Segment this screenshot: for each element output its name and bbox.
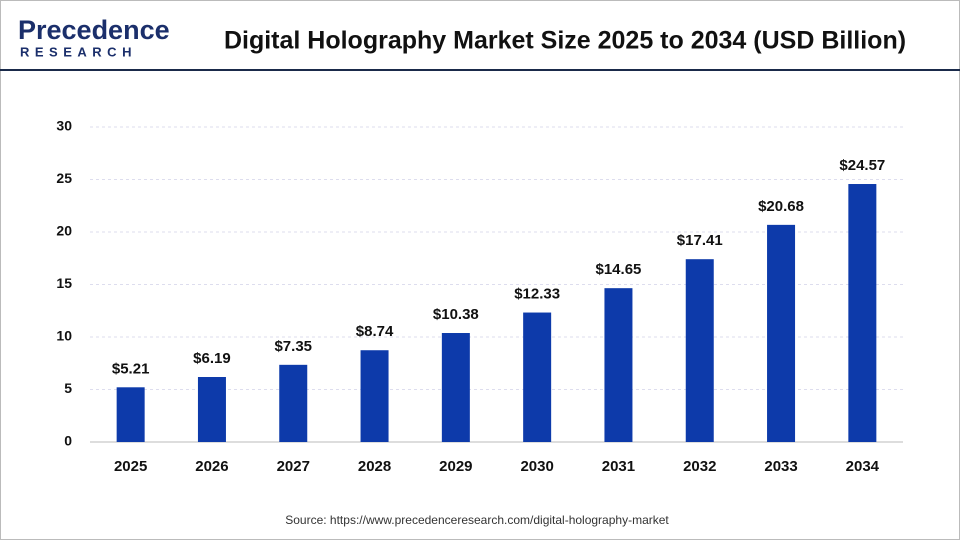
value-label: $20.68 [758, 198, 804, 215]
bar [767, 224, 796, 442]
x-tick-label: 2029 [439, 458, 472, 475]
value-label: $8.74 [356, 323, 394, 340]
bar [685, 259, 714, 442]
x-tick-label: 2025 [114, 458, 147, 475]
y-tick-label: 5 [64, 380, 72, 396]
value-label: $5.21 [112, 360, 150, 377]
bar [279, 364, 308, 442]
bar [116, 387, 145, 442]
chart-title: Digital Holography Market Size 2025 to 2… [224, 27, 906, 55]
logo-name: Precedence [18, 15, 170, 45]
value-label: $14.65 [596, 261, 642, 278]
source-note: Source: https://www.precedenceresearch.c… [285, 513, 669, 527]
x-tick-label: 2030 [520, 458, 553, 475]
bar [604, 288, 633, 442]
x-tick-label: 2034 [846, 458, 880, 475]
y-tick-label: 10 [56, 328, 72, 344]
bar [523, 312, 552, 442]
value-label: $7.35 [274, 338, 312, 355]
x-tick-label: 2033 [764, 458, 797, 475]
x-tick-label: 2026 [195, 458, 228, 475]
y-tick-label: 25 [56, 170, 72, 186]
y-tick-label: 15 [56, 275, 72, 291]
y-tick-label: 20 [56, 223, 72, 239]
value-label: $24.57 [839, 157, 885, 174]
x-tick-label: 2032 [683, 458, 716, 475]
bar [441, 333, 470, 442]
bar [197, 377, 226, 442]
bar [848, 184, 877, 442]
logo-subname: RESEARCH [20, 44, 137, 59]
value-label: $10.38 [433, 306, 479, 323]
x-tick-label: 2028 [358, 458, 391, 475]
y-tick-label: 0 [64, 433, 72, 449]
value-label: $6.19 [193, 350, 231, 367]
bar [360, 350, 389, 442]
value-label: $12.33 [514, 286, 560, 303]
value-label: $17.41 [677, 232, 723, 249]
y-tick-label: 30 [56, 118, 72, 134]
x-tick-label: 2031 [602, 458, 635, 475]
x-tick-label: 2027 [277, 458, 310, 475]
